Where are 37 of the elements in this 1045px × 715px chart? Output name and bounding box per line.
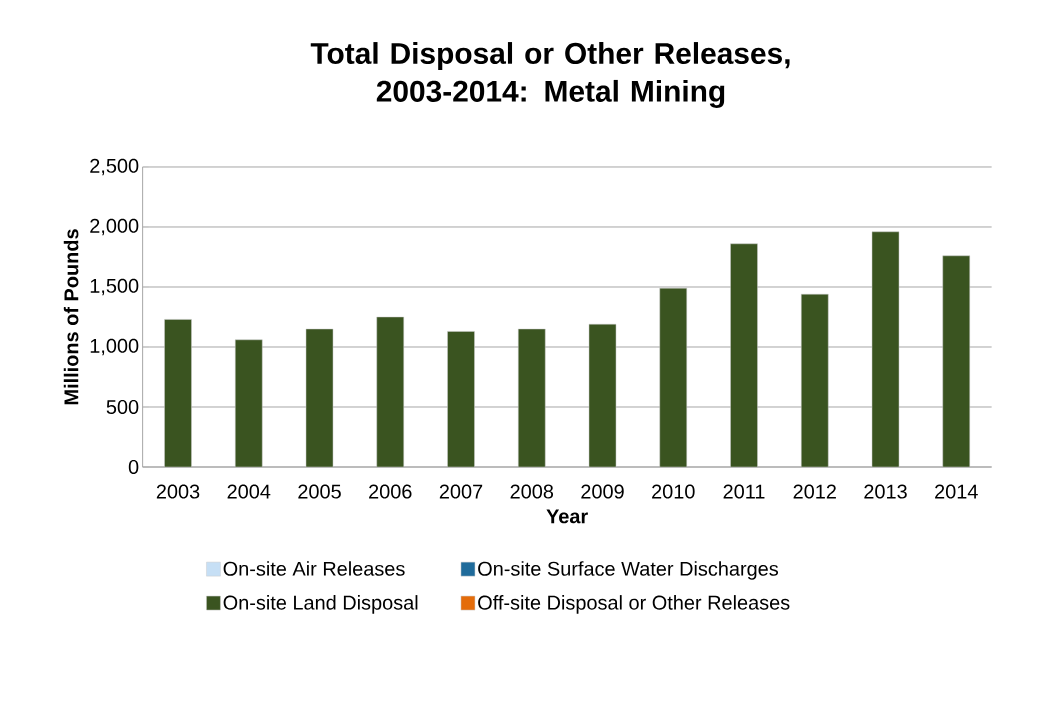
bar — [518, 328, 546, 467]
bar — [305, 328, 334, 467]
chart-title: Total Disposal or Other Releases, 2003-2014: Metal Mining — [310, 42, 790, 108]
legend-label: On-site Air Releases — [223, 561, 405, 576]
bar — [164, 319, 192, 467]
y-axis-title: Millions of Pounds — [63, 229, 79, 405]
x-tick-label: 2009 — [581, 484, 624, 499]
bar — [730, 243, 758, 467]
bar — [801, 293, 829, 467]
bar — [376, 316, 405, 467]
x-tick-label: 2005 — [298, 484, 341, 499]
x-tick-label: 2010 — [652, 484, 695, 499]
x-tick-label: 2012 — [793, 484, 836, 499]
x-tick-label: 2006 — [369, 484, 412, 499]
x-axis-title: Year — [546, 509, 588, 524]
y-tick-label: 500 — [106, 399, 139, 415]
x-tick-label: 2004 — [227, 484, 271, 499]
y-tick-label: 2,000 — [90, 218, 139, 236]
x-tick-label: 2007 — [439, 484, 483, 499]
x-tick-label: 2003 — [156, 484, 200, 499]
bar — [588, 323, 617, 467]
legend-label: On-site Surface Water Discharges — [478, 561, 779, 580]
bar — [942, 255, 971, 467]
bar — [447, 331, 475, 467]
x-tick-label: 2014 — [935, 484, 978, 499]
legend-label: Off-site Disposal or Other Releases — [478, 595, 790, 614]
bar — [659, 287, 688, 467]
y-tick-label: 1,000 — [90, 338, 139, 356]
x-tick-label: 2013 — [864, 484, 907, 499]
y-tick-label: 1,500 — [90, 278, 139, 296]
x-tick-label: 2008 — [510, 484, 554, 499]
bar — [235, 339, 263, 467]
y-tick-label: 0 — [128, 459, 139, 475]
x-tick-label: 2011 — [723, 484, 765, 499]
bar — [871, 231, 900, 467]
legend-label: On-site Land Disposal — [223, 595, 418, 614]
y-tick-label: 2,500 — [90, 158, 139, 176]
